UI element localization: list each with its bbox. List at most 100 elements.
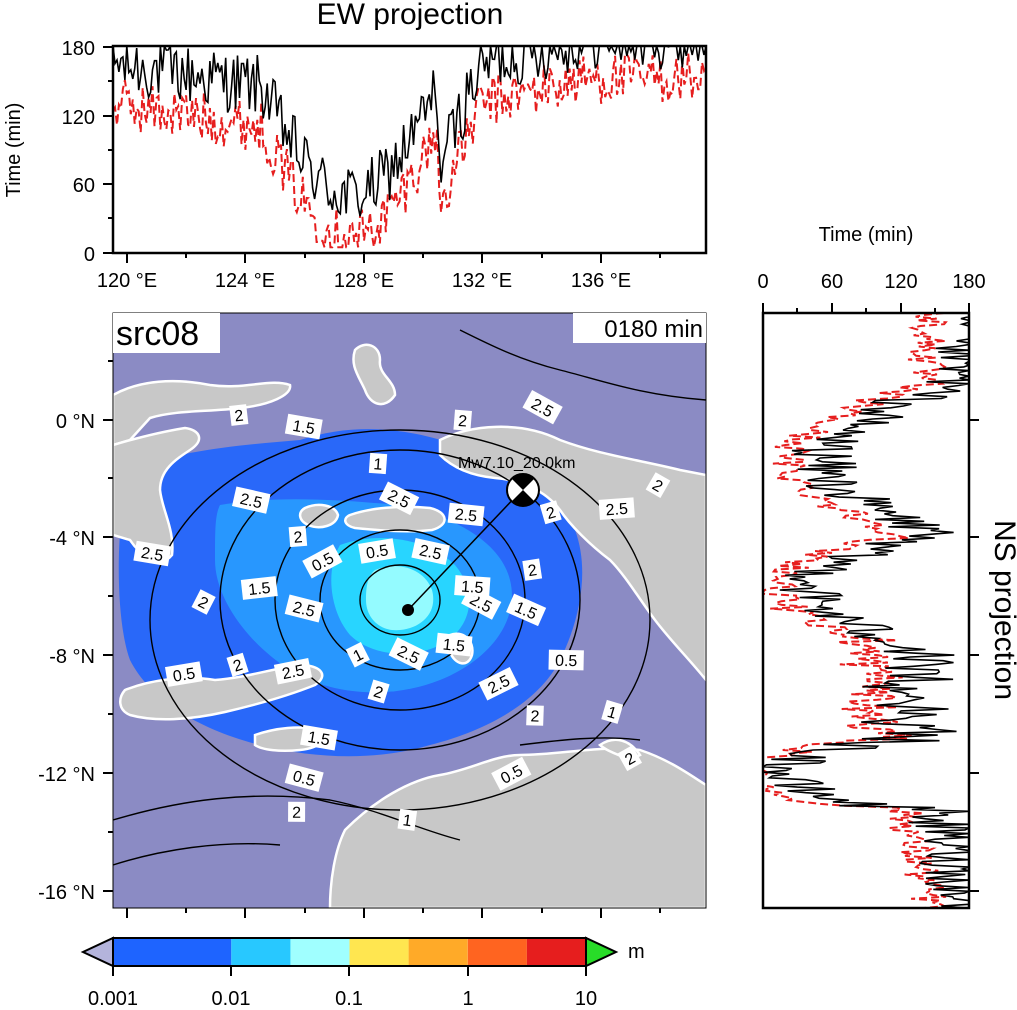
svg-text:2.5: 2.5 (281, 662, 306, 683)
ew-xtick-132e: 132 °E (452, 270, 512, 292)
map-ytick-8s: -8 °N (49, 646, 95, 668)
contour-value-label: 2 (229, 404, 249, 426)
colorbar-tick-0001: 0.001 (88, 988, 138, 1010)
epicenter-connector (407, 491, 521, 611)
sulawesi-north-arm (113, 379, 292, 447)
contour-value-label: 1.5 (240, 576, 278, 600)
contour-value-label: 2 (522, 558, 543, 581)
svg-text:2: 2 (530, 708, 540, 725)
contour-line (519, 737, 641, 746)
map-panel: Mw7.10_20.0km 2.5 1.5 0.5 1 2 1.5 2.5 2 0.5 1 2.5 2… (38, 312, 707, 918)
colorbar-tick-10: 10 (575, 988, 597, 1010)
flores-sumbawa (119, 663, 324, 721)
contour-value-label: 0.5 (164, 661, 203, 687)
contour-line (113, 795, 461, 841)
contour-value-label: 2 (191, 589, 216, 615)
ns-frame (761, 311, 971, 910)
svg-text:2.5: 2.5 (418, 542, 443, 563)
svg-text:2.5: 2.5 (454, 506, 478, 525)
ew-projection-panel: EW projection Time (min) 0 60 120 180 (3, 0, 708, 292)
colorbar-segment (467, 938, 527, 966)
svg-text:0.5: 0.5 (555, 653, 578, 670)
colorbar-segment (113, 938, 232, 966)
svg-text:2: 2 (234, 408, 245, 426)
focal-mechanism-icon (506, 473, 540, 507)
ew-black-line (113, 46, 706, 217)
map-ytick-12s: -12 °N (38, 764, 95, 786)
colorbar-segment (408, 938, 468, 966)
ns-series (763, 313, 969, 908)
contour-line (459, 329, 706, 401)
contour-value-label: 2.5 (447, 502, 485, 527)
svg-text:0.5: 0.5 (365, 542, 390, 562)
map-ytick-0n: 0 °N (56, 411, 95, 433)
event-label: Mw7.10_20.0km (458, 455, 575, 472)
svg-text:1.5: 1.5 (442, 636, 466, 655)
contour-line (359, 564, 441, 636)
source-label-bg (113, 313, 220, 353)
ew-ytick-120: 120 (62, 107, 95, 129)
contour-value-label: 1.5 (435, 632, 473, 657)
ns-black-line (763, 313, 969, 908)
ew-series (113, 46, 706, 249)
contour-value-label: 2 (226, 652, 249, 677)
map-ytick-16s: -16 °N (38, 882, 95, 904)
contour-value-label: 1.5 (284, 413, 323, 440)
halmahera (352, 343, 397, 406)
contour-value-label: 0.5 (284, 763, 324, 792)
colorbar-tick-01: 0.1 (335, 988, 363, 1010)
ew-ytick-60: 60 (73, 175, 95, 197)
time-label: 0180 min (604, 316, 703, 343)
svg-text:0.5: 0.5 (172, 665, 197, 685)
contour-line (113, 843, 281, 866)
svg-text:2.5: 2.5 (238, 491, 264, 513)
ew-xtick-128e: 128 °E (334, 270, 394, 292)
epicenter-dot (402, 604, 414, 616)
ew-xtick-136e: 136 °E (571, 270, 631, 292)
colorbar-segment (526, 938, 586, 966)
map-frame (112, 312, 707, 909)
colorbar-segments (113, 938, 586, 966)
contour-value-label: 2.5 (232, 486, 271, 514)
contour-value-label: 2 (526, 705, 544, 726)
svg-text:2: 2 (527, 562, 538, 580)
event-markers: Mw7.10_20.0km (402, 455, 575, 616)
ew-x-ticks (126, 253, 661, 263)
ew-ylabel: Time (min) (3, 103, 25, 198)
contour-value-label: 2.5 (284, 594, 324, 623)
map-x-ticks (126, 908, 661, 918)
svg-text:2.5: 2.5 (605, 501, 629, 520)
ns-title: NS projection (988, 520, 1017, 700)
map-content: Mw7.10_20.0km 2.5 1.5 0.5 1 2 1.5 2.5 2 0.5 1 2.5 2… (113, 313, 706, 908)
colorbar-segment (349, 938, 409, 966)
contour-value-label: 1.5 (454, 575, 491, 598)
contour-value-label: 2 (288, 801, 306, 822)
colorbar-tick-001: 0.01 (212, 988, 251, 1010)
ew-frame (111, 44, 708, 255)
colorbar-segment (290, 938, 350, 966)
svg-text:1: 1 (373, 456, 383, 474)
svg-text:0.5: 0.5 (291, 768, 317, 790)
contour-value-label: 1 (368, 452, 388, 475)
ns-xtick-120: 120 (884, 271, 917, 293)
colorbar: 0.001 0.01 0.1 1 10 m (80, 936, 645, 1010)
contour-value-label: 1.5 (300, 724, 338, 751)
svg-text:1.5: 1.5 (291, 418, 316, 439)
contour-value-label: 2 (367, 679, 390, 704)
ns-y-ticks (969, 419, 979, 892)
ew-ytick-0: 0 (84, 244, 95, 266)
ew-y-ticks (103, 46, 113, 254)
svg-text:1.5: 1.5 (247, 580, 271, 599)
ns-red-dashed-line (763, 313, 948, 908)
contour-line (149, 429, 651, 811)
svg-text:2: 2 (457, 413, 467, 431)
ns-xtick-60: 60 (821, 271, 843, 293)
ew-title: EW projection (317, 0, 504, 31)
contour-value-label: 1 (601, 699, 624, 724)
ns-xtick-0: 0 (757, 271, 768, 293)
contour-value-label: 2.5 (273, 657, 313, 685)
time-label-bg (573, 313, 706, 343)
ew-ytick-180: 180 (62, 38, 95, 60)
contour-value-label: 2.5 (411, 538, 450, 565)
